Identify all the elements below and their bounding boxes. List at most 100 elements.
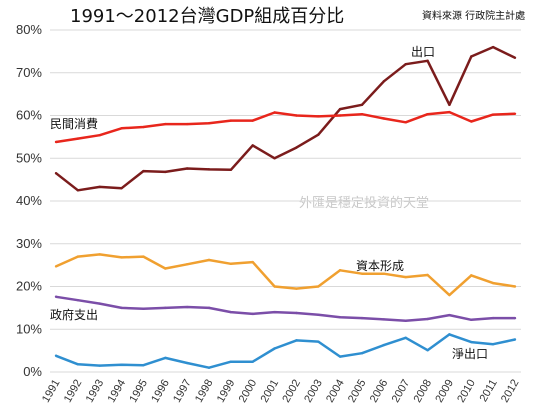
data-point: [120, 306, 123, 310]
data-point: [513, 316, 517, 320]
x-tick-label: 1991: [40, 378, 63, 405]
x-tick-label: 1992: [62, 378, 85, 405]
data-point: [273, 111, 276, 114]
data-point: [382, 272, 386, 275]
data-point: [404, 336, 407, 339]
data-point: [426, 317, 429, 321]
data-point: [142, 255, 145, 258]
y-tick-label: 40%: [16, 193, 42, 208]
data-point: [295, 339, 298, 342]
data-point: [470, 120, 473, 123]
data-point: [360, 272, 364, 275]
data-point: [426, 113, 429, 116]
data-point: [360, 351, 364, 355]
data-point: [382, 318, 386, 321]
data-point: [76, 255, 80, 258]
data-point: [229, 360, 233, 363]
data-point: [338, 355, 342, 358]
data-point: [513, 112, 517, 115]
data-point: [338, 114, 342, 117]
data-point: [98, 364, 101, 367]
data-point: [76, 298, 80, 302]
series-label-government: 政府支出: [50, 307, 98, 322]
data-point: [273, 285, 276, 288]
x-tick-label: 2004: [324, 378, 347, 405]
data-point: [470, 274, 473, 277]
x-tick-label: 2008: [412, 378, 435, 405]
data-point: [185, 167, 189, 170]
data-point: [76, 189, 80, 192]
data-point: [360, 103, 364, 107]
data-point: [426, 348, 429, 352]
y-tick-label: 70%: [16, 65, 42, 80]
data-point: [54, 354, 58, 357]
series-label-net-exports: 淨出口: [452, 347, 488, 361]
data-point: [491, 316, 495, 320]
data-point: [448, 110, 451, 114]
data-point: [251, 260, 254, 264]
data-point: [338, 107, 342, 111]
data-point: [98, 302, 101, 305]
x-tick-label: 2007: [390, 378, 413, 405]
series-line: [55, 110, 516, 144]
data-point: [317, 313, 320, 316]
data-point: [229, 310, 233, 314]
data-point: [98, 185, 101, 189]
x-axis: 1991 1992 1993 1994 1995 1996 1997 1998 1999 2000…: [40, 377, 522, 404]
series-line: [55, 295, 515, 322]
series-line: [55, 253, 516, 297]
data-point: [142, 169, 145, 173]
data-point: [448, 333, 451, 336]
data-point: [273, 310, 276, 314]
data-point: [251, 312, 254, 316]
data-point: [382, 117, 386, 120]
data-point: [207, 306, 211, 310]
data-point: [164, 356, 167, 360]
data-point: [54, 295, 58, 298]
data-point: [164, 122, 167, 126]
data-point: [317, 133, 320, 136]
data-point: [470, 340, 473, 344]
chart-source: 資料來源 行政院主計處: [422, 9, 525, 22]
x-tick-label: 1999: [215, 378, 238, 405]
y-tick-label: 0%: [23, 364, 42, 379]
data-point: [382, 343, 386, 347]
x-tick-label: 2009: [433, 378, 456, 405]
data-point: [98, 133, 101, 137]
data-point: [426, 273, 429, 277]
data-point: [360, 316, 364, 320]
data-point: [164, 170, 167, 174]
data-point: [513, 285, 517, 288]
data-point: [317, 340, 320, 343]
data-point: [448, 313, 451, 317]
data-point: [54, 265, 58, 268]
x-tick-label: 1996: [149, 378, 172, 405]
data-point: [164, 306, 167, 310]
series-line: [55, 45, 516, 192]
series-line: [55, 333, 516, 369]
x-tick-label: 2010: [455, 378, 478, 405]
x-tick-label: 1994: [106, 378, 129, 405]
x-tick-label: 1995: [127, 378, 150, 405]
data-point: [207, 366, 211, 369]
data-point: [404, 121, 407, 124]
data-point: [404, 275, 407, 279]
data-point: [317, 285, 320, 288]
data-point: [513, 56, 517, 59]
x-tick-label: 2002: [280, 378, 303, 405]
data-point: [470, 318, 473, 322]
data-point: [295, 287, 298, 290]
data-point: [76, 137, 80, 140]
data-point: [491, 281, 495, 285]
series-label-exports: 出口: [411, 45, 435, 59]
data-point: [54, 140, 58, 144]
data-point: [404, 62, 407, 66]
data-point: [185, 305, 189, 309]
data-point: [185, 122, 189, 126]
x-tick-label: 2000: [237, 378, 260, 405]
y-tick-label: 10%: [16, 321, 42, 336]
data-point: [229, 168, 233, 171]
data-point: [120, 363, 123, 366]
data-point: [76, 363, 80, 366]
data-point: [207, 121, 211, 125]
